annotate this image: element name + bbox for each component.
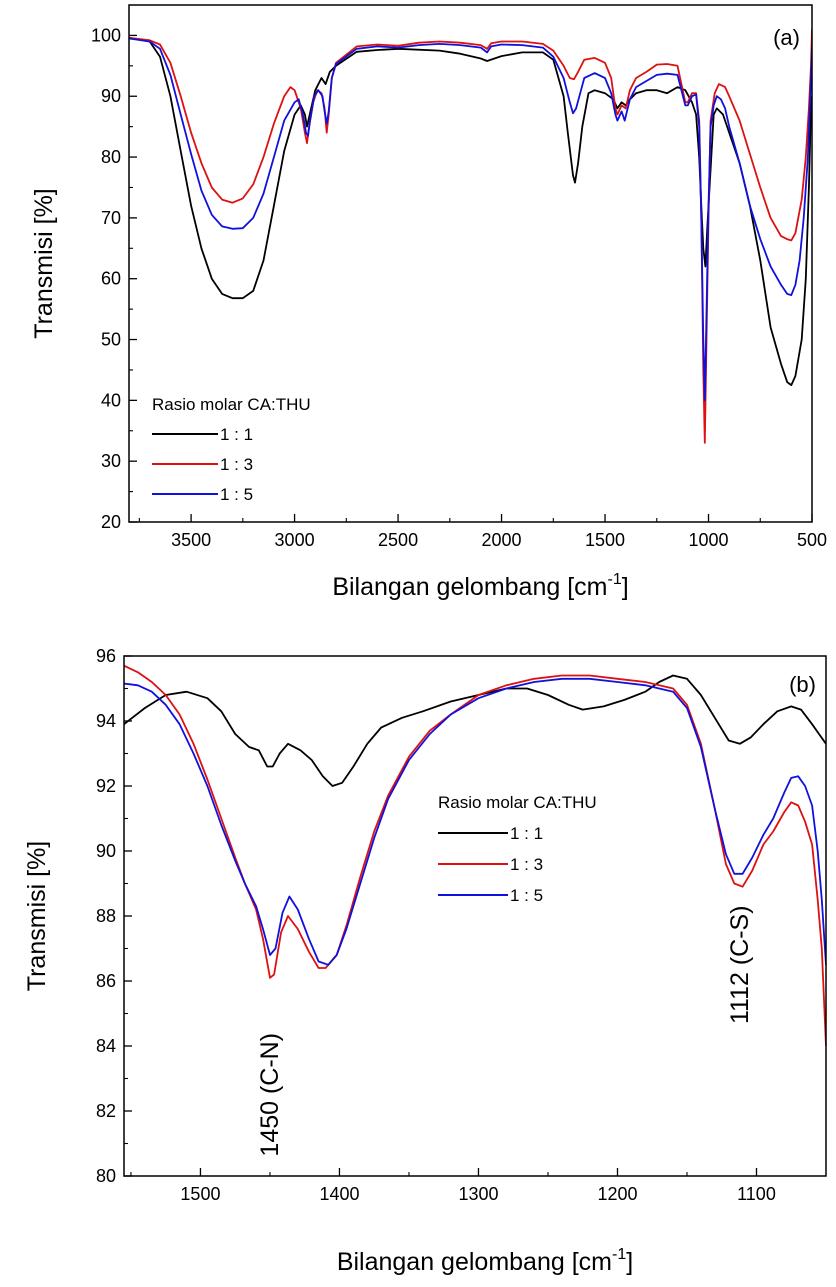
x-tick-label-b-4: 1100 <box>737 1184 776 1204</box>
x-axis-title-b: Bilangan gelombang [cm-1] <box>337 1246 633 1276</box>
y-tick-label-a-7: 90 <box>101 86 121 106</box>
y-tick-label-a-3: 50 <box>101 330 121 350</box>
y-tick-label-b-6: 92 <box>96 776 116 796</box>
plot-frame-b <box>123 655 827 1177</box>
legend-label-a-2: 1 : 5 <box>220 485 253 504</box>
legend-label-b-2: 1 : 5 <box>510 886 543 905</box>
x-axis-title-end-b: ] <box>626 1248 633 1276</box>
x-tick-label-b-1: 1400 <box>319 1184 359 1204</box>
chart-panel-a: 3500 3000 2500 2000 1500 1000 500 20 30 40 50 60 70 8… <box>30 4 827 601</box>
y-tick-label-b-4: 88 <box>96 906 116 926</box>
y-axis-title-a: Transmisi [%] <box>30 188 58 338</box>
x-tick-label-a-5: 1000 <box>688 530 728 550</box>
y-tick-label-b-2: 84 <box>96 1036 116 1056</box>
chart-panel-b: 1500 1400 1300 1200 1100 80 82 84 86 88 90 92 94 96 (… <box>23 646 827 1276</box>
series-line-a-0 <box>129 36 812 386</box>
x-axis-title-main-a: Bilangan gelombang [cm <box>332 573 607 601</box>
legend-label-b-1: 1 : 3 <box>510 855 543 874</box>
y-tick-label-a-5: 70 <box>101 208 121 228</box>
series-line-a-1 <box>129 29 812 444</box>
x-axis-title-sup-a: -1 <box>607 571 621 588</box>
ticks-a: 3500 3000 2500 2000 1500 1000 500 20 30 40 50 60 70 8… <box>91 25 827 550</box>
x-tick-label-a-0: 3500 <box>171 530 211 550</box>
y-tick-label-a-6: 80 <box>101 147 121 167</box>
x-tick-label-a-1: 3000 <box>275 530 315 550</box>
x-tick-label-b-2: 1300 <box>458 1184 498 1204</box>
annotation-c-n: 1450 (C-N) <box>256 1033 284 1157</box>
legend-a: Rasio molar CA:THU 1 : 1 1 : 3 1 : 5 <box>152 395 311 504</box>
x-axis-title-main-b: Bilangan gelombang [cm <box>337 1248 612 1276</box>
y-tick-label-b-7: 94 <box>96 711 116 731</box>
series-line-b-0 <box>124 674 826 787</box>
legend-b: Rasio molar CA:THU 1 : 1 1 : 3 1 : 5 <box>438 793 597 905</box>
legend-label-b-0: 1 : 1 <box>510 824 543 843</box>
y-tick-label-b-1: 82 <box>96 1101 116 1121</box>
x-tick-label-a-4: 1500 <box>585 530 625 550</box>
legend-title-b: Rasio molar CA:THU <box>438 793 597 812</box>
y-tick-label-b-3: 86 <box>96 971 116 991</box>
y-axis-title-b: Transmisi [%] <box>23 841 51 991</box>
series-line-b-2 <box>124 677 826 966</box>
panel-label-b: (b) <box>789 672 816 697</box>
y-tick-label-b-0: 80 <box>96 1166 116 1186</box>
series-line-a-2 <box>129 37 812 402</box>
x-axis-title-a: Bilangan gelombang [cm-1] <box>332 571 628 601</box>
x-tick-label-b-3: 1200 <box>597 1184 637 1204</box>
x-tick-label-b-0: 1500 <box>180 1184 220 1204</box>
y-tick-label-b-5: 90 <box>96 841 116 861</box>
legend-label-a-1: 1 : 3 <box>220 455 253 474</box>
annotation-c-s: 1112 (C-S) <box>726 905 754 1024</box>
y-tick-label-a-0: 20 <box>101 512 121 532</box>
y-tick-label-a-2: 40 <box>101 390 121 410</box>
y-tick-label-a-1: 30 <box>101 451 121 471</box>
y-tick-label-a-8: 100 <box>91 25 121 45</box>
panel-label-a: (a) <box>773 25 800 50</box>
x-tick-label-a-3: 2000 <box>482 530 522 550</box>
ticks-b: 1500 1400 1300 1200 1100 80 82 84 86 88 90 92 94 96 <box>96 646 776 1204</box>
legend-title-a: Rasio molar CA:THU <box>152 395 311 414</box>
plot-frame-a <box>128 4 813 523</box>
x-tick-label-a-2: 2500 <box>378 530 418 550</box>
x-axis-title-sup-b: -1 <box>612 1246 626 1263</box>
x-axis-title-end-a: ] <box>622 573 629 601</box>
series-layer-b <box>124 664 826 1047</box>
series-layer-a <box>129 29 812 444</box>
y-tick-label-b-8: 96 <box>96 646 116 666</box>
y-tick-label-a-4: 60 <box>101 269 121 289</box>
legend-label-a-0: 1 : 1 <box>220 425 253 444</box>
x-tick-label-a-6: 500 <box>797 530 827 550</box>
